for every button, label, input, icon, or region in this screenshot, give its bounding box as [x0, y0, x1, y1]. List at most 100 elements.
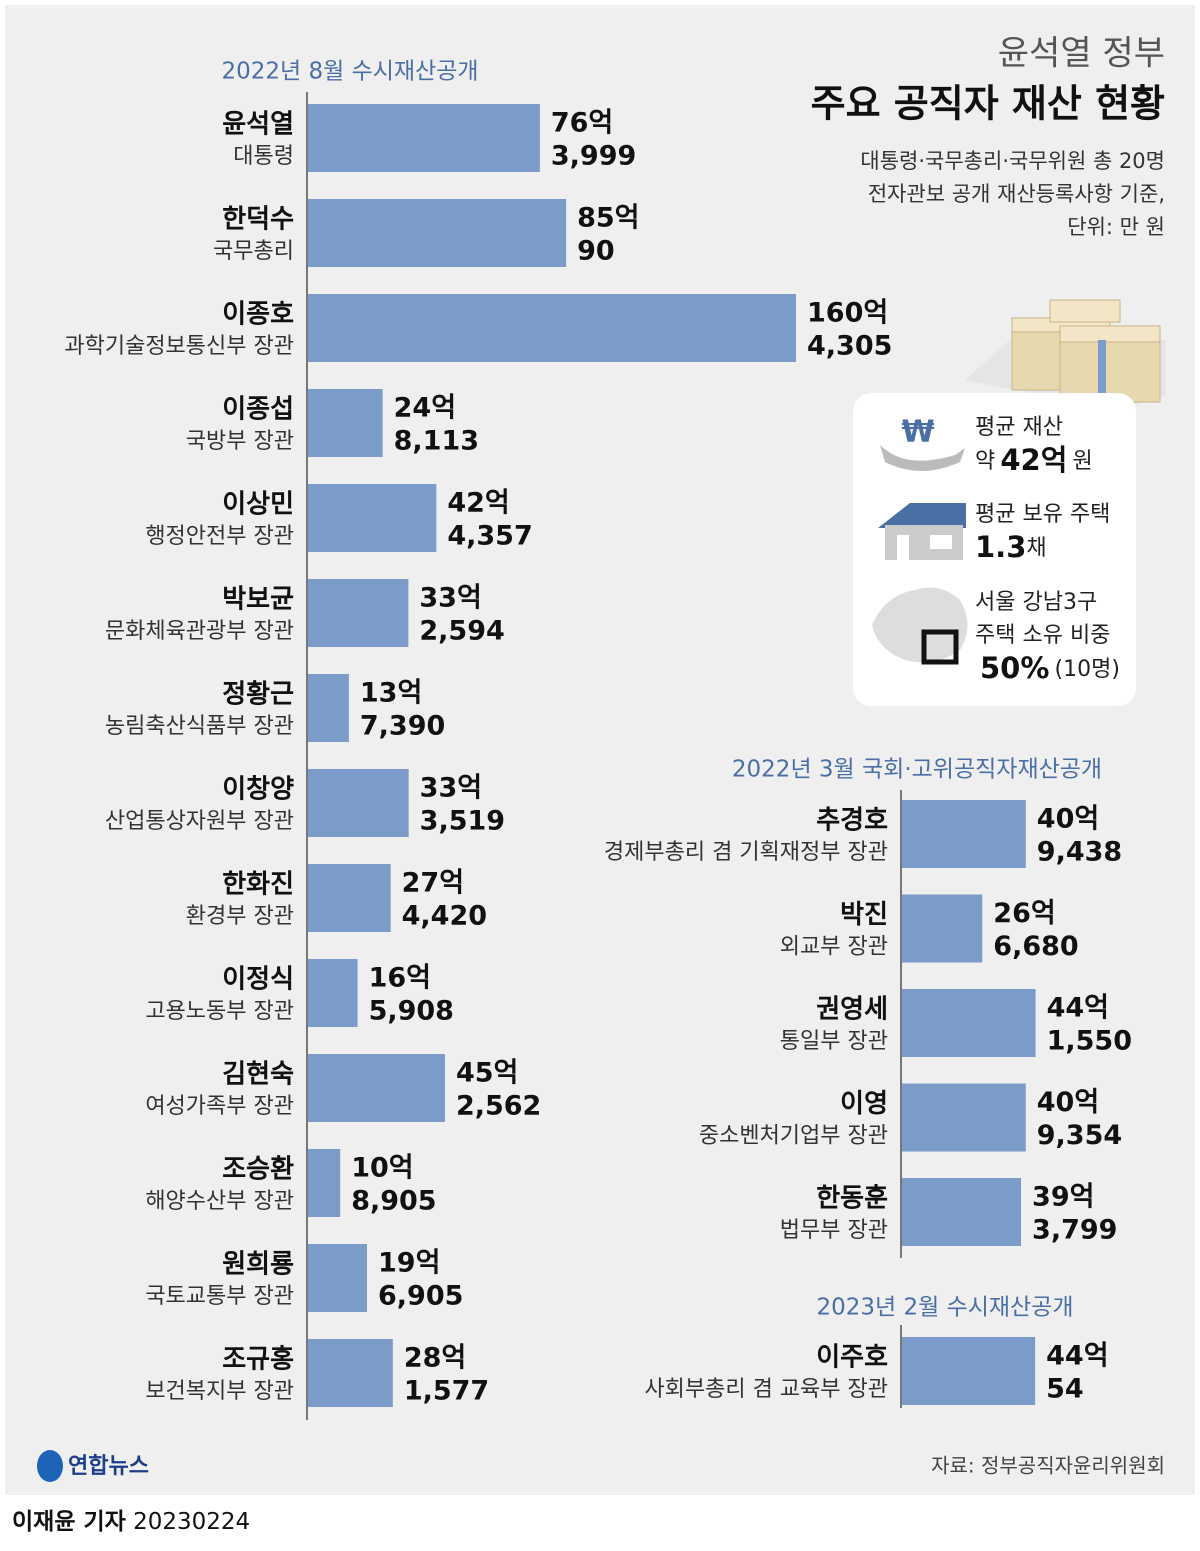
- reporter: 이재윤 기자: [12, 1509, 126, 1535]
- summary-label: 평균 보유 주택: [975, 502, 1110, 527]
- value-label: 3,999: [551, 141, 636, 172]
- value-label: 4,305: [807, 331, 892, 362]
- bar: [307, 1054, 445, 1122]
- bar: [307, 579, 409, 647]
- value-label: 27억: [402, 868, 464, 899]
- summary-line: 50% (10명): [980, 651, 1120, 685]
- value-label: 3,519: [420, 806, 505, 837]
- value-label: 5,908: [369, 996, 454, 1027]
- role: 과학기술정보통신부 장관: [64, 334, 294, 359]
- value-label: 13억: [360, 678, 422, 709]
- bar: [307, 1244, 368, 1312]
- bar: [307, 959, 358, 1027]
- role: 고용노동부 장관: [145, 999, 294, 1024]
- name: 이주호: [816, 1343, 888, 1373]
- value-label: 8,113: [394, 426, 479, 457]
- name: 추경호: [816, 806, 888, 836]
- note: 대통령·국무총리·국무위원 총 20명: [860, 149, 1165, 173]
- value-label: 9,438: [1037, 837, 1122, 868]
- value-label: 1,550: [1047, 1026, 1132, 1057]
- name: 원희룡: [222, 1250, 294, 1280]
- role: 외교부 장관: [780, 935, 888, 960]
- name: 한화진: [222, 870, 294, 900]
- bar: [901, 894, 983, 963]
- section-title: 2022년 8월 수시재산공개: [221, 59, 478, 85]
- role: 여성가족부 장관: [145, 1094, 294, 1119]
- bar: [901, 989, 1036, 1057]
- role: 법무부 장관: [780, 1218, 888, 1243]
- source: 자료: 정부공직자윤리위원회: [931, 1454, 1165, 1478]
- bar: [307, 389, 383, 457]
- summary-unit: 채: [1026, 536, 1046, 561]
- bar: [307, 674, 349, 742]
- value-label: 2,594: [419, 616, 504, 647]
- value-label: 44억: [1047, 993, 1109, 1024]
- value-label: 54: [1046, 1374, 1084, 1405]
- map-icon: [872, 587, 968, 665]
- value-label: 76억: [551, 108, 613, 139]
- won-icon: ₩: [880, 415, 965, 471]
- name: 김현숙: [222, 1060, 294, 1090]
- summary-label: 평균 재산: [975, 415, 1063, 440]
- name: 윤석열: [222, 110, 294, 140]
- role: 통일부 장관: [780, 1029, 888, 1054]
- subtitle: 윤석열 정부: [998, 34, 1165, 74]
- section-title: 2022년 3월 국회·고위공직자재산공개: [732, 757, 1102, 783]
- value-label: 8,905: [351, 1186, 436, 1217]
- value-label: 6,905: [378, 1281, 463, 1312]
- value-label: 33억: [420, 773, 482, 804]
- name: 이종섭: [222, 395, 294, 425]
- value-label: 40억: [1037, 1087, 1099, 1118]
- summary-line: 1.3채: [975, 530, 1047, 564]
- value-label: 90: [577, 236, 615, 267]
- value-label: 16억: [369, 963, 431, 994]
- role: 보건복지부 장관: [145, 1379, 294, 1404]
- value-label: 44억: [1046, 1341, 1108, 1372]
- bar: [307, 1339, 393, 1407]
- name: 정황근: [222, 680, 294, 710]
- value-label: 7,390: [360, 711, 445, 742]
- value-label: 42억: [447, 488, 509, 519]
- summary-unit: 원: [1072, 449, 1092, 474]
- value-label: 33억: [419, 583, 481, 614]
- bar: [901, 1337, 1036, 1405]
- role: 국무총리: [213, 239, 294, 264]
- role: 산업통상자원부 장관: [105, 809, 294, 834]
- bar: [901, 1178, 1022, 1246]
- bar: [307, 104, 540, 172]
- name: 권영세: [816, 995, 888, 1025]
- summary-value: 1.3: [975, 530, 1026, 564]
- date: 20230224: [133, 1509, 250, 1535]
- bar: [307, 294, 796, 362]
- name: 박진: [840, 900, 888, 930]
- role: 국토교통부 장관: [145, 1284, 294, 1309]
- value-label: 28억: [404, 1343, 466, 1374]
- role: 사회부총리 겸 교육부 장관: [644, 1377, 888, 1402]
- name: 이정식: [222, 965, 294, 995]
- summary-label: 주택 소유 비중: [975, 623, 1110, 648]
- value-label: 1,577: [404, 1376, 489, 1407]
- value-label: 9,354: [1037, 1120, 1122, 1151]
- house-icon: [878, 503, 966, 560]
- name: 조승환: [222, 1155, 294, 1185]
- value-label: 160억: [807, 298, 888, 329]
- name: 이영: [840, 1089, 888, 1119]
- bar: [307, 199, 567, 267]
- bar: [307, 769, 409, 837]
- summary-value: 42억: [1000, 443, 1067, 477]
- role: 대통령: [233, 144, 294, 169]
- role: 중소벤처기업부 장관: [699, 1124, 888, 1149]
- value-label: 26억: [993, 898, 1055, 929]
- value-label: 19억: [378, 1248, 440, 1279]
- role: 환경부 장관: [186, 904, 294, 929]
- name: 이창양: [222, 775, 294, 805]
- value-label: 10억: [351, 1153, 413, 1184]
- summary-unit: (10명): [1055, 657, 1120, 682]
- name: 박보균: [222, 585, 294, 615]
- bar: [307, 484, 437, 552]
- bar: [307, 1149, 341, 1217]
- value-label: 4,357: [447, 521, 532, 552]
- note: 전자관보 공개 재산등록사항 기준,: [868, 182, 1165, 206]
- background: [5, 5, 1195, 1495]
